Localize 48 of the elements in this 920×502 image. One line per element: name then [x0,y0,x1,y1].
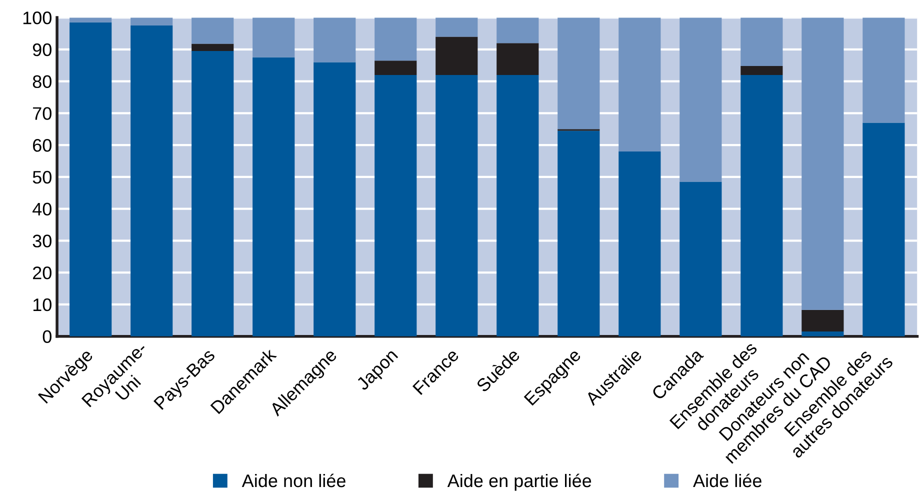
legend-label: Aide en partie liée [447,474,592,491]
bar [558,130,600,336]
bar [496,18,539,44]
bar [436,18,478,37]
bar [618,18,661,152]
y-tick-label: 100 [23,12,52,24]
y-tick-label: 90 [32,43,52,56]
bar [70,22,112,336]
bar [802,332,844,336]
bar [314,62,356,336]
bar [862,122,905,336]
y-tick-label: 40 [32,202,52,216]
y-tick-label: 30 [32,234,52,248]
y-tick-label: 70 [33,107,52,120]
bar [680,182,722,336]
bar [130,18,173,26]
bar [374,18,417,61]
bar [252,57,295,336]
y-tick-label: 60 [33,139,52,152]
bar [314,18,356,62]
legend-label: Aide liée [693,474,762,488]
bar [802,18,844,310]
y-tick-label: 0 [42,330,52,344]
bar [192,51,234,336]
bar [558,18,600,130]
bar [374,60,417,75]
bar [740,18,783,66]
bar [70,18,112,22]
bar [802,310,844,332]
bar [740,66,783,75]
bar [496,43,539,75]
bar [130,26,173,336]
y-tick-label: 10 [33,298,52,312]
bar [436,36,478,75]
legend-label: Aide non liée [242,474,346,488]
bar [192,44,234,52]
bar [436,74,478,336]
bar [374,74,417,336]
bar [740,74,783,336]
y-tick-label: 50 [32,170,52,184]
y-tick-label: 80 [32,75,52,88]
bar [496,74,539,336]
y-tick-label: 20 [33,266,52,280]
bar [862,18,905,123]
bar [680,18,722,182]
bar [192,18,234,44]
bar [252,18,295,58]
bar [618,151,661,336]
